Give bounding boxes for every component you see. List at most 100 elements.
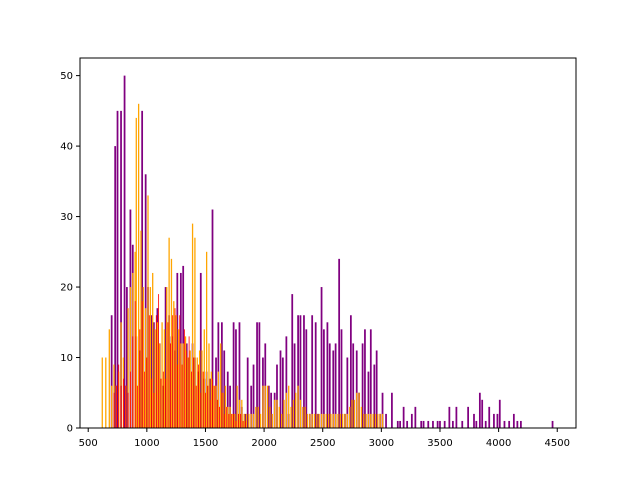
bar-s0-37 <box>221 322 223 428</box>
bar-s0-1 <box>114 146 117 428</box>
bar-s2-36 <box>198 364 199 428</box>
bar-s0-124 <box>512 413 515 428</box>
bar-s0-11 <box>144 174 147 428</box>
bar-s2-34 <box>193 357 195 428</box>
bar-s0-107 <box>443 420 446 428</box>
bar-s2-25 <box>172 315 174 428</box>
bar-s1-76 <box>281 413 283 428</box>
bar-s1-104 <box>346 413 348 428</box>
bar-s1-62 <box>248 413 250 428</box>
bar-s2-20 <box>160 378 162 428</box>
bar-s0-57 <box>279 350 282 428</box>
bar-s0-0 <box>110 315 113 428</box>
bar-s1-47 <box>213 385 215 428</box>
bar-s0-88 <box>369 329 372 428</box>
bar-s1-116 <box>374 413 377 428</box>
bar-s1-87 <box>306 413 309 428</box>
bar-s0-87 <box>367 371 370 428</box>
bar-s2-51 <box>233 413 235 428</box>
bar-s1-28 <box>168 237 170 428</box>
bar-s0-69 <box>314 322 317 428</box>
bar-s1-53 <box>227 406 229 428</box>
bar-s1-33 <box>180 343 182 428</box>
bar-s1-99 <box>334 413 337 428</box>
bar-s0-125 <box>516 420 519 428</box>
bar-s2-4 <box>123 378 124 428</box>
bar-s0-82 <box>352 343 355 428</box>
bar-s1-91 <box>316 413 318 428</box>
bar-s0-109 <box>452 420 454 428</box>
bar-s1-26 <box>163 329 166 428</box>
bar-s2-22 <box>165 378 167 428</box>
bar-s2-12 <box>141 301 143 428</box>
bar-s2-19 <box>158 294 160 428</box>
bar-s1-39 <box>194 237 196 428</box>
bar-s0-120 <box>496 413 499 428</box>
bar-s2-9 <box>134 301 136 428</box>
bar-s0-119 <box>493 413 495 428</box>
x-tick-label-8: 4500 <box>545 438 570 449</box>
bar-s1-107 <box>353 399 356 428</box>
bar-s1-3 <box>111 385 113 428</box>
bar-s0-122 <box>503 420 506 428</box>
bar-s1-69 <box>264 385 266 428</box>
bar-s0-72 <box>323 329 325 428</box>
bar-s0-53 <box>267 385 270 428</box>
bar-s1-72 <box>271 413 273 428</box>
bar-s2-24 <box>169 343 171 428</box>
bar-s2-43 <box>214 385 216 428</box>
bar-s1-56 <box>234 413 236 428</box>
bar-s0-127 <box>551 420 554 428</box>
bar-s0-111 <box>461 420 464 428</box>
bar-s1-70 <box>266 385 269 428</box>
bar-s0-98 <box>406 420 409 428</box>
x-tick-label-7: 4000 <box>486 438 511 449</box>
bar-s1-49 <box>217 371 220 428</box>
bar-s0-113 <box>473 413 475 428</box>
bar-s1-35 <box>184 336 187 428</box>
bar-s0-110 <box>455 406 458 428</box>
bar-s2-2 <box>118 364 120 428</box>
bar-s2-37 <box>200 392 202 428</box>
bar-s2-42 <box>212 378 213 428</box>
bar-s0-68 <box>311 315 314 428</box>
bar-s0-41 <box>232 322 235 428</box>
bar-s0-90 <box>375 350 378 428</box>
bar-s2-30 <box>184 329 185 428</box>
bar-s1-78 <box>285 392 288 428</box>
bar-s1-40 <box>196 357 198 428</box>
bar-s2-39 <box>205 392 206 428</box>
bar-s0-58 <box>281 357 284 428</box>
bar-s1-51 <box>222 392 224 428</box>
bar-s2-27 <box>176 364 178 428</box>
x-tick-label-0: 500 <box>79 438 98 449</box>
bar-s2-15 <box>148 315 150 428</box>
bar-s0-73 <box>326 322 329 428</box>
bar-s2-32 <box>188 336 190 428</box>
bar-s0-89 <box>373 364 376 428</box>
bar-s1-108 <box>356 392 358 428</box>
bar-s1-0 <box>101 357 103 428</box>
bar-s0-62 <box>293 343 296 428</box>
bar-s1-81 <box>292 399 295 428</box>
bar-s0-74 <box>328 343 331 428</box>
bar-s0-3 <box>120 110 122 429</box>
bar-s1-114 <box>370 413 372 428</box>
bar-s1-15 <box>137 103 140 428</box>
bar-s1-94 <box>323 413 325 428</box>
bar-s0-121 <box>498 399 501 428</box>
bar-s1-2 <box>108 329 110 428</box>
bar-s1-61 <box>245 413 248 428</box>
bar-s0-64 <box>299 315 302 428</box>
bar-s0-38 <box>223 350 226 428</box>
x-tick-label-2: 1500 <box>193 438 218 449</box>
bar-s1-100 <box>337 413 339 428</box>
bar-s2-49 <box>228 413 230 428</box>
bar-s2-40 <box>207 385 209 428</box>
bar-s1-105 <box>349 406 351 428</box>
bar-s1-103 <box>344 413 346 428</box>
bar-s0-42 <box>235 329 237 428</box>
bar-s1-71 <box>269 406 271 428</box>
bar-s1-55 <box>231 413 234 428</box>
bar-s0-103 <box>427 420 430 428</box>
